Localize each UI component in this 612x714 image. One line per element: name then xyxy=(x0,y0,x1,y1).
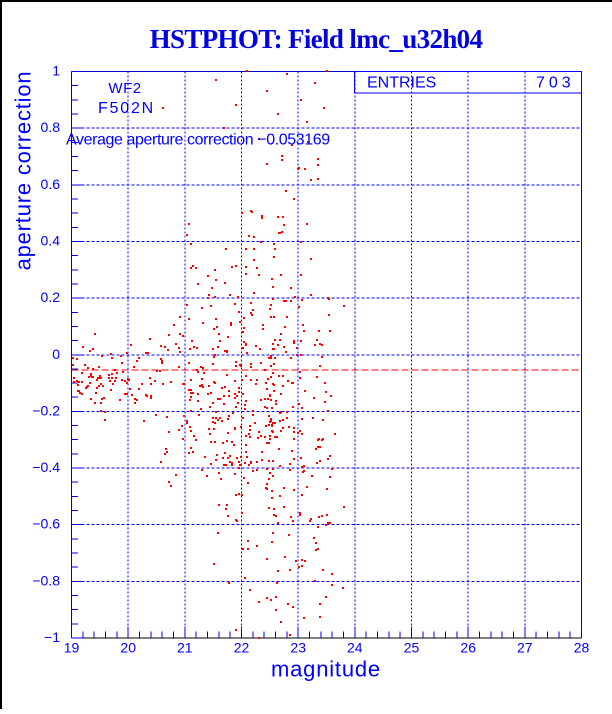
svg-text:23: 23 xyxy=(290,640,306,656)
svg-text:24: 24 xyxy=(347,640,363,656)
svg-text:28: 28 xyxy=(574,640,590,656)
svg-text:27: 27 xyxy=(517,640,533,656)
svg-text:0.4: 0.4 xyxy=(41,233,61,249)
svg-text:aperture correction: aperture correction xyxy=(11,71,36,271)
svg-text:0.2: 0.2 xyxy=(41,289,61,305)
svg-text:26: 26 xyxy=(460,640,476,656)
svg-text:21: 21 xyxy=(177,640,193,656)
svg-text:0.6: 0.6 xyxy=(41,176,61,192)
svg-text:WF2: WF2 xyxy=(108,80,141,97)
svg-text:20: 20 xyxy=(120,640,136,656)
svg-text:1: 1 xyxy=(52,63,60,79)
svg-text:F502N: F502N xyxy=(98,100,155,117)
svg-text:Average aperture correction −0: Average aperture correction −0.053169 xyxy=(66,132,330,149)
svg-text:magnitude: magnitude xyxy=(271,657,381,682)
svg-text:ENTRIES: ENTRIES xyxy=(367,75,436,92)
svg-text:−0.2: −0.2 xyxy=(32,402,60,418)
svg-text:−1: −1 xyxy=(44,629,60,645)
svg-text:19: 19 xyxy=(64,640,80,656)
svg-text:0.8: 0.8 xyxy=(41,119,61,135)
svg-text:25: 25 xyxy=(404,640,420,656)
svg-text:−0.4: −0.4 xyxy=(32,459,60,475)
svg-text:22: 22 xyxy=(234,640,250,656)
svg-text:703: 703 xyxy=(536,75,575,92)
svg-text:HSTPHOT: Field lmc_u32h04: HSTPHOT: Field lmc_u32h04 xyxy=(150,24,483,54)
svg-text:−0.6: −0.6 xyxy=(32,516,60,532)
svg-text:0: 0 xyxy=(52,346,60,362)
svg-text:−0.8: −0.8 xyxy=(32,572,60,588)
